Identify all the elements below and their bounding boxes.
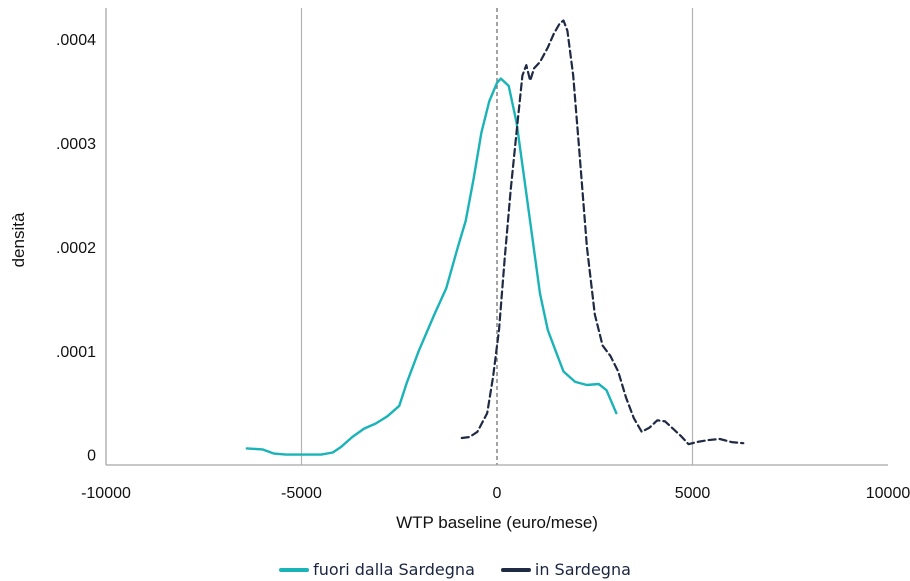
y-axis-title: densità [9,212,28,267]
x-axis-title: WTP baseline (euro/mese) [396,513,598,532]
y-tick-label: .0002 [56,240,96,257]
legend-item-inside: in Sardegna [500,560,631,579]
y-tick-label: .0004 [56,32,96,49]
y-tick-label: .0001 [56,344,96,361]
y-tick-label: 0 [87,448,96,465]
legend-swatch-outside [279,567,310,572]
density-chart: -10000 -5000 0 5000 10000 0 .0001 .0002 .0003 .0… [9,8,910,532]
legend-swatch-inside [500,567,531,572]
chart-legend: fuori dalla Sardegna in Sardegna [0,560,910,579]
x-tick-label: 10000 [866,485,910,502]
y-tick-label: .0003 [56,136,96,153]
legend-label-outside: fuori dalla Sardegna [313,560,475,579]
reference-lines [300,8,694,465]
y-tick-labels: 0 .0001 .0002 .0003 .0004 [56,32,96,464]
x-tick-label: -10000 [81,485,131,502]
legend-label-inside: in Sardegna [534,560,631,579]
x-tick-label: 0 [493,485,502,502]
series-line-outside [245,77,618,456]
series-line-inside [460,19,745,446]
series-lines [245,19,745,456]
x-tick-label: -5000 [281,485,322,502]
x-tick-label: 5000 [675,485,711,502]
x-tick-labels: -10000 -5000 0 5000 10000 [81,485,910,502]
legend-item-outside: fuori dalla Sardegna [279,560,475,579]
